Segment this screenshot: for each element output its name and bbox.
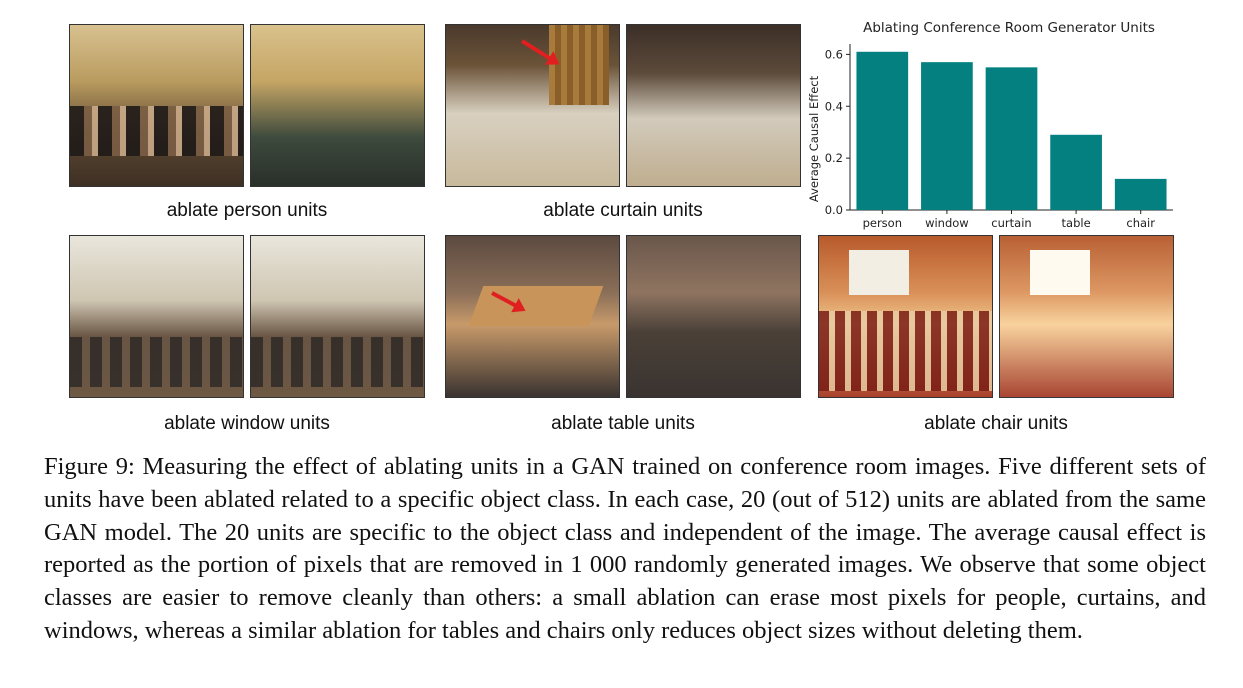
- chart-title: Ablating Conference Room Generator Units: [863, 20, 1155, 36]
- person-ablation-pair: [69, 24, 425, 187]
- bar-person: [856, 51, 909, 210]
- chair-ablated-photo: [999, 235, 1174, 398]
- table-original-photo: [445, 235, 620, 398]
- causal-effect-bar-chart: Ablating Conference Room Generator Units…: [807, 20, 1173, 230]
- x-tick-label: window: [925, 216, 969, 230]
- x-tick-label: table: [1062, 216, 1091, 230]
- person-original-photo: [69, 24, 244, 187]
- x-tick-label: curtain: [991, 216, 1031, 230]
- table-caption: ablate table units: [551, 413, 695, 434]
- person-ablated-photo: [250, 24, 425, 187]
- chair-caption: ablate chair units: [924, 413, 1068, 434]
- bar-curtain: [985, 67, 1038, 210]
- bar-table: [1050, 134, 1102, 210]
- window-original-photo: [69, 235, 244, 398]
- bar-chair: [1114, 178, 1167, 210]
- curtain-ablation-pair: [445, 24, 801, 187]
- plot-area: 0.0 0.2 0.4 0.6 person window curtain table chai…: [825, 44, 1173, 230]
- curtain-ablated-photo: [626, 24, 801, 187]
- y-tick-label: 0.2: [825, 151, 843, 165]
- table-ablation-pair: [445, 235, 801, 398]
- window-caption: ablate window units: [164, 413, 330, 434]
- window-ablation-pair: [69, 235, 425, 398]
- chair-original-photo: [818, 235, 993, 398]
- curtain-caption: ablate curtain units: [543, 200, 703, 221]
- bar-window: [921, 62, 973, 210]
- y-tick-label: 0.6: [825, 47, 843, 61]
- x-tick-label: chair: [1126, 216, 1155, 230]
- chair-ablation-pair: [818, 235, 1174, 398]
- person-caption: ablate person units: [166, 200, 328, 221]
- y-tick-label: 0.4: [825, 99, 843, 113]
- window-ablated-photo: [250, 235, 425, 398]
- table-ablated-photo: [626, 235, 801, 398]
- figure-caption: Figure 9: Measuring the effect of ablati…: [44, 453, 1206, 644]
- y-axis-label: Average Causal Effect: [807, 75, 821, 202]
- curtain-original-photo: [445, 24, 620, 187]
- x-tick-label: person: [863, 216, 902, 230]
- y-tick-label: 0.0: [825, 203, 843, 217]
